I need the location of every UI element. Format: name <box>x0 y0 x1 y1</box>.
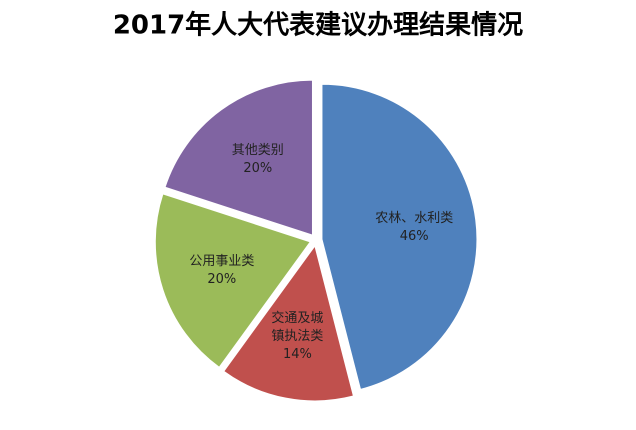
value-label: 14% <box>282 347 312 363</box>
slice-label: 农林、水利类 46% <box>375 210 453 246</box>
category-label: 公用事业类 <box>189 253 255 269</box>
pie-slice <box>164 79 313 236</box>
value-label: 20% <box>243 160 273 176</box>
category-label: 交通及城镇执法类 <box>271 311 324 345</box>
category-label: 农林、水利类 <box>375 210 454 226</box>
slice-label: 公用事业类 20% <box>189 253 254 289</box>
chart-title: 2017年人大代表建议办理结果情况 <box>113 10 523 41</box>
pie-slice <box>223 244 355 402</box>
category-label: 其他类别 <box>231 142 284 158</box>
slice-label: 其他类别 20% <box>232 142 284 178</box>
value-label: 46% <box>399 228 429 244</box>
pie-slice <box>154 193 312 368</box>
slice-label: 交通及城镇执法类 14% <box>269 310 325 364</box>
value-label: 20% <box>207 271 237 287</box>
pie-slice <box>321 83 478 390</box>
